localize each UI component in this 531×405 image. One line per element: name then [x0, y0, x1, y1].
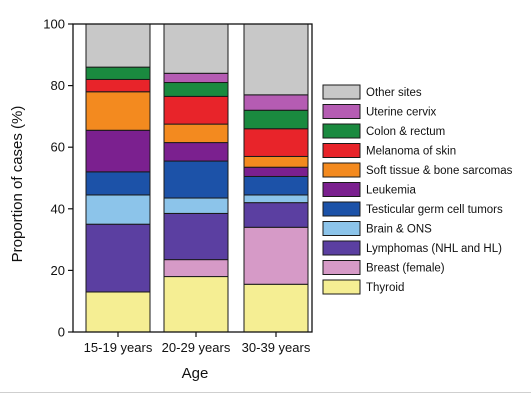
bar-segment-20-29-years-0: [163, 276, 229, 333]
legend-swatch: [322, 201, 361, 217]
bar-segment-30-39-years-9: [243, 94, 309, 111]
legend-swatch: [322, 279, 361, 295]
bar-segment-15-19-years-4: [85, 171, 151, 196]
bar-segment-15-19-years-8: [85, 66, 151, 80]
bar-segment-20-29-years-9: [163, 72, 229, 84]
axes-layer: 0 20 40 60 80 100 15-19 years 20-29 years 30-39 …: [43, 17, 313, 355]
y-tick-label: 60: [51, 140, 65, 155]
bar-segment-15-19-years-3: [85, 194, 151, 225]
bar-segment-15-19-years-10: [85, 23, 151, 68]
x-tick-label: 15-19 years: [84, 340, 153, 355]
legend-label: Thyroid: [366, 282, 404, 294]
legend-swatch: [322, 143, 361, 158]
bar-segment-30-39-years-7: [243, 128, 309, 157]
legend-label: Breast (female): [366, 263, 445, 275]
bar-segment-30-39-years-4: [243, 175, 309, 196]
bar-segment-20-29-years-8: [163, 82, 229, 97]
legend-swatch: [322, 240, 361, 256]
bar-segment-30-39-years-10: [243, 23, 309, 96]
bar-segment-20-29-years-4: [163, 160, 229, 199]
y-tick-label: 80: [51, 78, 65, 93]
legend-label: Soft tissue & bone sarcomas: [366, 165, 513, 177]
bar-segment-15-19-years-2: [85, 223, 151, 293]
x-axis-title: Age: [182, 365, 209, 382]
bar-segment-30-39-years-6: [243, 155, 309, 168]
caption-divider: [0, 392, 531, 393]
x-tick-label: 30-39 years: [242, 340, 311, 355]
bar-segment-20-29-years-6: [163, 123, 229, 144]
bar-segment-30-39-years-5: [243, 166, 309, 177]
legend-label: Uterine cervix: [366, 107, 437, 119]
bar-segment-30-39-years-1: [243, 226, 309, 285]
bar-segment-20-29-years-2: [163, 212, 229, 261]
bar-segment-15-19-years-0: [85, 291, 151, 333]
legend-swatch: [322, 182, 361, 197]
y-tick-label: 20: [51, 263, 65, 278]
legend-swatch: [322, 221, 361, 236]
bar-segment-20-29-years-1: [163, 259, 229, 278]
y-tick-label: 40: [51, 201, 65, 216]
bar-segment-20-29-years-5: [163, 142, 229, 162]
legend-label: Testicular germ cell tumors: [366, 204, 503, 216]
bar-segment-30-39-years-3: [243, 194, 309, 204]
legend: Other sites Uterine cervix Colon & rectum M…: [322, 84, 513, 295]
bar-segment-30-39-years-8: [243, 109, 309, 130]
legend-label: Leukemia: [366, 185, 416, 197]
y-tick-label: 100: [43, 17, 65, 32]
legend-swatch: [322, 104, 361, 119]
x-tick-label: 20-29 years: [162, 340, 231, 355]
legend-swatch: [322, 260, 361, 275]
bar-segment-15-19-years-7: [85, 78, 151, 93]
legend-label: Other sites: [366, 87, 422, 99]
y-axis-title: Proportion of cases (%): [9, 106, 26, 263]
bar-segment-30-39-years-0: [243, 283, 309, 333]
legend-swatch: [322, 84, 361, 100]
bar-segment-20-29-years-10: [163, 23, 229, 74]
legend-swatch: [322, 162, 361, 178]
legend-label: Colon & rectum: [366, 126, 445, 138]
bar-segment-20-29-years-3: [163, 197, 229, 214]
legend-label: Lymphomas (NHL and HL): [366, 243, 502, 255]
bars-layer: [85, 23, 309, 333]
plot-border: [72, 23, 313, 333]
legend-swatch: [322, 123, 361, 139]
bar-segment-15-19-years-6: [85, 91, 151, 131]
bar-segment-30-39-years-2: [243, 202, 309, 228]
legend-label: Melanoma of skin: [366, 146, 456, 158]
bar-segment-15-19-years-5: [85, 129, 151, 173]
bar-segment-20-29-years-7: [163, 95, 229, 125]
y-tick-label: 0: [58, 325, 65, 340]
legend-label: Brain & ONS: [366, 224, 432, 236]
